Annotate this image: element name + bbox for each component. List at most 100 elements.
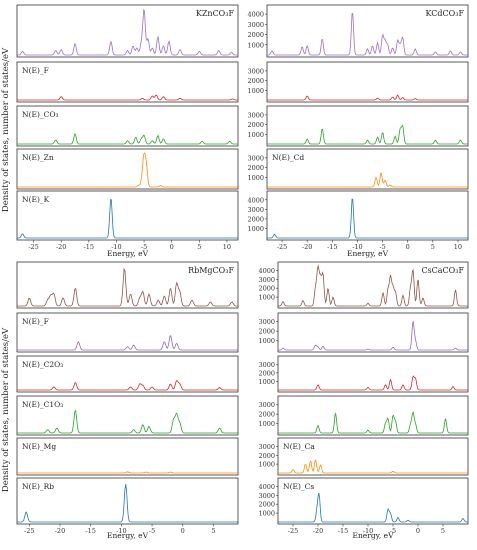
x-tick-label: -10 (352, 243, 362, 251)
panel-frame (16, 312, 239, 353)
x-axis-label: Energy, eV (107, 249, 149, 258)
dos-series-Zn (17, 152, 238, 188)
y-tick-label: 3000 (247, 21, 264, 29)
panel-label: N(E)_K (22, 195, 50, 204)
y-tick-label: 1000 (258, 337, 275, 345)
x-tick-label: -20 (313, 527, 323, 535)
panel-frame (266, 105, 469, 147)
panel-frame (277, 437, 469, 476)
x-axis-label: Energy, eV (347, 249, 389, 258)
panel-frame (16, 477, 239, 525)
x-tick-label: -5 (141, 243, 147, 251)
x-tick-label: -25 (24, 527, 34, 535)
dos-series-C2O3 (17, 379, 238, 391)
panel-frame (16, 148, 239, 190)
panel-2-5: N(E)_Rb (16, 477, 239, 525)
panel-2-0: RbMgCO₃F (16, 261, 239, 309)
x-tick-label: 5 (441, 527, 445, 535)
x-tick-label: -10 (111, 243, 121, 251)
panel-2-3: N(E)_C1O₃ (16, 395, 239, 436)
dos-series-CO3 (17, 133, 238, 145)
x-tick-label: -20 (56, 243, 66, 251)
x-tick-label: -20 (55, 527, 65, 535)
dos-series-total (17, 267, 238, 307)
y-tick-label: 2000 (247, 164, 264, 172)
panel-label: N(E)_Cd (272, 153, 304, 162)
dos-series-Cs (278, 492, 468, 523)
y-tick-label: 2000 (247, 77, 264, 85)
dos-series-F (278, 321, 468, 351)
panel-1-0: 1000 2000 3000 4000 KCdCO₃F (247, 4, 469, 58)
y-tick-label: 2000 (258, 452, 275, 460)
x-tick-label: 0 (406, 243, 410, 251)
y-tick-label: 3000 (258, 276, 275, 284)
panel-frame (266, 61, 469, 103)
panel-label: N(E)_Cs (283, 482, 314, 491)
x-tick-label: -10 (363, 527, 373, 535)
y-tick-label: 3000 (258, 401, 275, 409)
y-tick-label: 1000 (258, 420, 275, 428)
panel-frame (266, 148, 469, 190)
x-tick-label: -5 (149, 527, 155, 535)
panel-0-3: N(E)_Zn (16, 148, 239, 190)
panel-2-1: N(E)_F (16, 312, 239, 353)
panel-0-2: N(E)_CO₃ (16, 105, 239, 147)
y-tick-label: 3000 (258, 361, 275, 369)
x-axis-label: Energy, eV (353, 531, 395, 540)
panel-frame (266, 4, 469, 58)
y-tick-label: 2000 (258, 369, 275, 377)
x-tick-label: 5 (211, 527, 215, 535)
chart-title: CsCaCO₃F (421, 266, 464, 275)
panel-frame (277, 395, 469, 436)
y-tick-label: 2000 (258, 501, 275, 509)
y-tick-label: 4000 (247, 196, 264, 204)
panel-label: N(E)_Ca (283, 442, 315, 451)
panel-label: N(E)_Mg (22, 442, 56, 451)
dos-series-total (17, 8, 238, 56)
x-tick-label: -10 (116, 527, 126, 535)
x-tick-label: -25 (277, 243, 287, 251)
y-tick-label: 1000 (247, 225, 264, 233)
y-tick-label: 1000 (247, 41, 264, 49)
panel-frame (16, 395, 239, 436)
x-tick-label: -25 (288, 527, 298, 535)
panel-label: N(E)_C2O₃ (22, 360, 63, 369)
y-tick-label: 3000 (247, 111, 264, 119)
panel-frame (277, 261, 469, 309)
x-tick-label: -15 (338, 527, 348, 535)
panel-0-0: KZnCO₃F (16, 4, 239, 58)
panel-frame (16, 261, 239, 309)
dos-series-F (17, 94, 238, 101)
x-tick-label: -15 (327, 243, 337, 251)
x-tick-label: 0 (416, 527, 420, 535)
y-tick-label: 3000 (247, 206, 264, 214)
y-tick-label: 1000 (258, 378, 275, 386)
panel-frame (277, 477, 469, 525)
panel-frame (16, 190, 239, 241)
panel-label: N(E)_F (22, 317, 49, 326)
panel-frame (16, 437, 239, 476)
panel-frame (16, 355, 239, 393)
y-tick-label: 3000 (247, 154, 264, 162)
panel-label: N(E)_CO₃ (22, 110, 59, 119)
x-axis-label: Energy, eV (107, 531, 149, 540)
y-axis-label-top: Density of states, number of states/eV (1, 47, 11, 212)
dos-series-C2O3 (278, 375, 468, 391)
y-tick-label: 2000 (247, 31, 264, 39)
dos-series-Cd (267, 172, 468, 188)
dos-series-Mg (17, 471, 238, 474)
panel-frame (277, 355, 469, 393)
dos-series-Rb (17, 484, 238, 523)
x-tick-label: -20 (302, 243, 312, 251)
dos-series-total (267, 13, 468, 56)
panel-0-1: N(E)_F (16, 61, 239, 103)
chart-title: RbMgCO₃F (188, 266, 234, 275)
y-tick-label: 3000 (258, 443, 275, 451)
y-tick-label: 3000 (247, 67, 264, 75)
dos-series-C1O3 (278, 410, 468, 434)
